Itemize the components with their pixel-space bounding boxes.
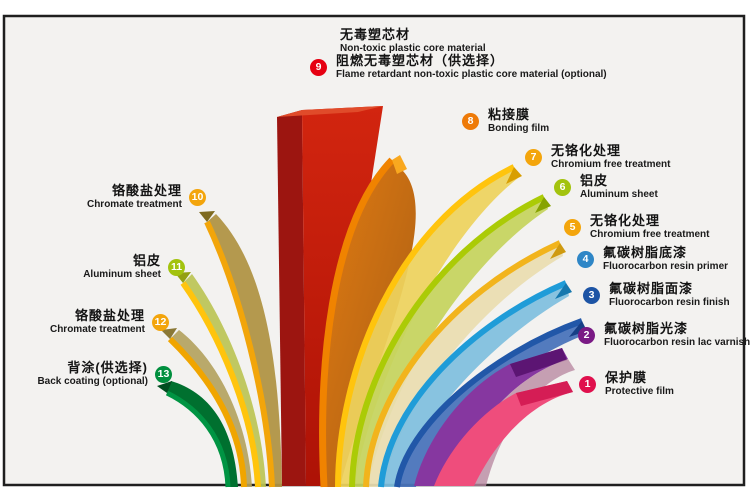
- layer-badge-6: 6: [554, 178, 571, 196]
- ribbon-layer-10: [199, 211, 282, 488]
- ribbon-layer-12: [161, 328, 252, 488]
- layer-zh-4: 氟碳树脂底漆: [603, 245, 688, 260]
- layer-en-8: Bonding film: [488, 122, 550, 134]
- layer-en-6: Aluminum sheet: [580, 188, 658, 200]
- layer-badge-10: 10: [189, 188, 206, 206]
- layer-en-4: Fluorocarbon resin primer: [603, 260, 729, 272]
- layer-badge-11: 11: [168, 258, 185, 276]
- layer-zh-8: 粘接膜: [488, 107, 531, 122]
- layer-en-13: Back coating (optional): [37, 375, 148, 387]
- layer-label-6: 6 铝皮 Aluminum sheet: [554, 173, 658, 200]
- layer-badge-2: 2: [578, 326, 595, 344]
- layer-en-9: Flame retardant non-toxic plastic core m…: [336, 68, 607, 80]
- layer-badge-8: 8: [462, 112, 479, 130]
- layer-label-12: 铬酸盐处理 Chromate treatment 12: [49, 308, 169, 335]
- layer-zh-10: 铬酸盐处理: [111, 183, 182, 198]
- layer-label-7: 7 无铬化处理 Chromium free treatment: [525, 143, 671, 170]
- layer-zh-5: 无铬化处理: [590, 213, 661, 228]
- layer-zh-6: 铝皮: [580, 173, 609, 188]
- layer-label-3: 3 氟碳树脂面漆 Fluorocarbon resin finish: [583, 281, 730, 308]
- layer-en-12: Chromate treatment: [49, 323, 145, 335]
- layer-en-11: Aluminum sheet: [83, 268, 161, 280]
- core-material-label: 无毒塑芯材 Non-toxic plastic core material: [340, 24, 486, 54]
- ribbon-layer-13: [157, 381, 238, 488]
- layer-zh-13: 背涂(供选择): [67, 360, 148, 375]
- layer-en-7: Chromium free treatment: [551, 158, 671, 170]
- layer-label-10: 铬酸盐处理 Chromate treatment 10: [86, 183, 206, 210]
- layer-zh-12: 铬酸盐处理: [74, 308, 145, 323]
- layer-badge-3: 3: [583, 286, 600, 304]
- layer-badge-13: 13: [155, 365, 172, 383]
- layer-badge-1: 1: [579, 375, 596, 393]
- layer-label-11: 铝皮 Aluminum sheet 11: [83, 253, 185, 280]
- layer-en-2: Fluorocarbon resin lac varnish: [604, 336, 750, 348]
- layer-zh-7: 无铬化处理: [551, 143, 622, 158]
- core-material-zh: 无毒塑芯材: [340, 27, 411, 42]
- layer-label-4: 4 氟碳树脂底漆 Fluorocarbon resin primer: [577, 245, 729, 272]
- layer-zh-11: 铝皮: [132, 253, 161, 268]
- layer-en-3: Fluorocarbon resin finish: [609, 296, 730, 308]
- layer-label-2: 2 氟碳树脂光漆 Fluorocarbon resin lac varnish: [578, 321, 750, 348]
- layer-badge-5: 5: [564, 218, 581, 236]
- layer-label-5: 5 无铬化处理 Chromium free treatment: [564, 213, 710, 240]
- core-material-en: Non-toxic plastic core material: [340, 43, 486, 54]
- layer-zh-3: 氟碳树脂面漆: [609, 281, 694, 296]
- layer-badge-4: 4: [577, 250, 594, 268]
- layer-badge-7: 7: [525, 148, 542, 166]
- layer-badge-9: 9: [310, 58, 327, 76]
- layer-zh-2: 氟碳树脂光漆: [604, 321, 689, 336]
- layer-label-1: 1 保护膜 Protective film: [579, 370, 674, 397]
- ribbon-layer-3: [394, 318, 587, 488]
- layer-en-1: Protective film: [605, 385, 674, 397]
- layer-label-8: 8 粘接膜 Bonding film: [462, 107, 550, 134]
- layer-badge-12: 12: [152, 313, 169, 331]
- layer-label-9: 9 阻燃无毒塑芯材（供选择） Flame retardant non-toxic…: [310, 53, 607, 80]
- layer-label-13: 背涂(供选择) Back coating (optional) 13: [37, 360, 172, 387]
- layer-zh-1: 保护膜: [605, 370, 648, 385]
- layer-zh-9: 阻燃无毒塑芯材（供选择）: [336, 53, 505, 68]
- ribbon-layer-2: [414, 348, 568, 486]
- ribbon-layer-1: [434, 381, 573, 486]
- layer-en-10: Chromate treatment: [86, 198, 182, 210]
- layer-en-5: Chromium free treatment: [590, 228, 710, 240]
